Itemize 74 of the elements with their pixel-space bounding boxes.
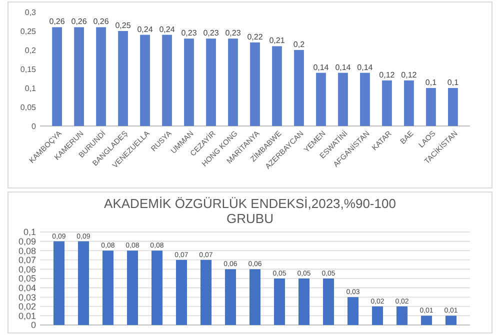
bar (446, 316, 457, 325)
data-label: 0,26 (71, 17, 88, 26)
y-tick-label: 0,05 (20, 102, 37, 112)
bar (102, 250, 114, 325)
bar (228, 38, 238, 126)
bar (224, 269, 236, 325)
y-tick-label: 0,07 (18, 255, 36, 266)
bar (52, 27, 62, 126)
y-tick-label: 0,3 (24, 8, 37, 17)
bar (298, 278, 310, 325)
bar (126, 250, 138, 325)
data-label: 0,14 (357, 62, 374, 72)
bar (184, 38, 194, 126)
bar (78, 241, 90, 325)
y-tick-label: 0,15 (20, 64, 37, 74)
data-label: 0,22 (247, 32, 264, 42)
data-label: 0,1 (425, 78, 438, 87)
data-label: 0,21 (269, 36, 286, 46)
data-label: 0,26 (49, 17, 66, 26)
data-label: 0,1 (447, 78, 460, 87)
data-label: 0,23 (225, 28, 242, 38)
y-tick-label: 0,1 (24, 84, 37, 93)
bar (74, 27, 84, 126)
data-label: 0,26 (93, 17, 110, 26)
bar (360, 72, 370, 126)
bar (372, 306, 384, 325)
bar (420, 316, 432, 325)
bar (140, 34, 150, 126)
bar (176, 260, 188, 325)
bar (272, 46, 282, 126)
bar (206, 38, 216, 126)
data-label: 0,25 (115, 21, 132, 30)
y-tick-label: 0,02 (18, 302, 36, 312)
bar (162, 34, 172, 126)
y-tick-label: 0,1 (23, 227, 36, 238)
bar (347, 297, 359, 325)
y-tick-label: 0,01 (18, 310, 36, 321)
data-label: 0,14 (335, 62, 352, 72)
bar (396, 306, 408, 325)
bar (96, 27, 106, 126)
bar (53, 241, 64, 325)
bar (249, 269, 261, 325)
y-tick-label: 0,05 (18, 274, 36, 284)
bar (382, 80, 392, 126)
bar (250, 42, 260, 126)
bar (200, 260, 212, 325)
bar (274, 278, 286, 325)
y-tick-label: 0 (30, 320, 36, 330)
data-label: 0,12 (401, 70, 418, 80)
bar (426, 88, 436, 126)
data-label: 0,14 (313, 62, 330, 72)
data-label: 0,23 (203, 28, 220, 38)
data-label: 0,23 (181, 28, 198, 38)
data-label: 0,24 (159, 24, 176, 34)
y-tick-label: 0,08 (18, 246, 36, 256)
y-tick-label: 0,09 (18, 236, 36, 246)
y-tick-label: 0,25 (20, 26, 37, 36)
bar (448, 88, 458, 126)
bar (338, 72, 348, 126)
y-tick-label: 0,04 (18, 282, 36, 293)
bar (294, 50, 304, 126)
y-tick-label: 0,2 (24, 46, 37, 55)
chart-title: AKADEMİK ÖZGÜRLÜK ENDEKSİ,2023,%90-100 GRUBU (104, 196, 396, 226)
bar (316, 72, 326, 126)
y-tick-label: 0 (32, 122, 37, 131)
y-tick-label: 0,03 (18, 292, 36, 302)
data-label: 0,24 (137, 24, 154, 34)
bar (151, 250, 163, 325)
y-tick-label: 0,06 (18, 264, 36, 274)
bar (404, 80, 414, 126)
bar (118, 31, 128, 126)
data-label: 0,2 (293, 40, 306, 49)
bar (322, 278, 334, 325)
data-label: 0,12 (379, 70, 396, 80)
